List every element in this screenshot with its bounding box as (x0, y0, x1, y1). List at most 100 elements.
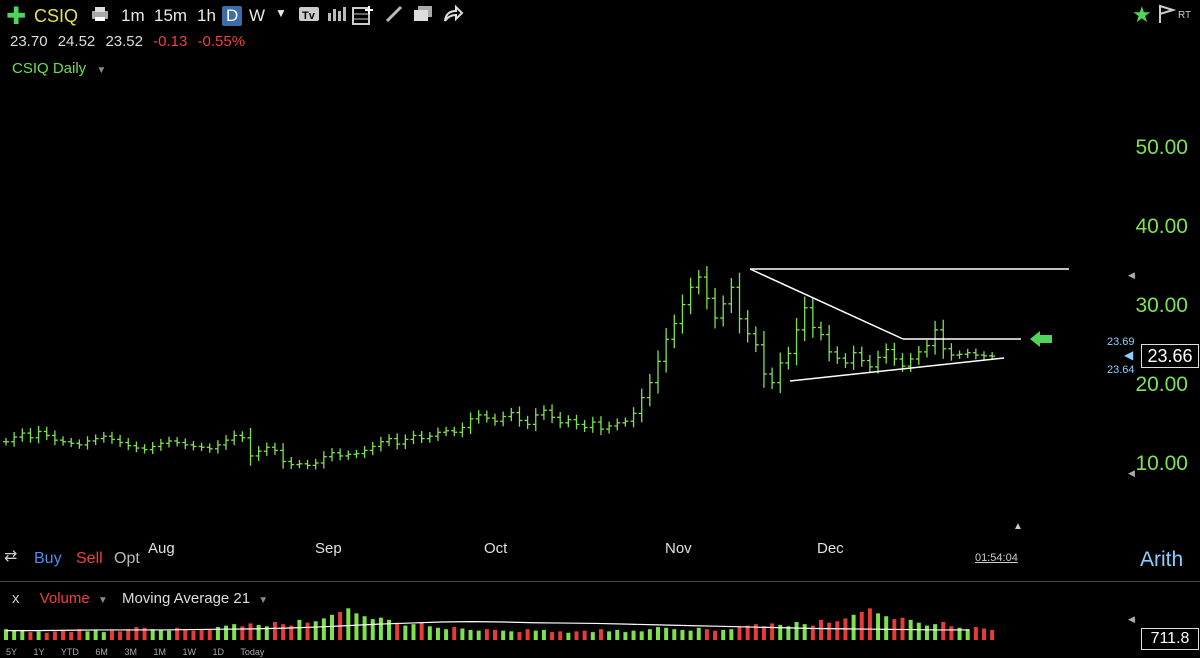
volume-bar (44, 632, 49, 640)
range-1m[interactable]: 1M (153, 647, 166, 657)
volume-bar (305, 622, 310, 640)
volume-bar (704, 629, 709, 640)
volume-bar (982, 628, 986, 640)
scale-arrow-top-icon[interactable]: ◀ (1128, 270, 1135, 280)
timeframe-dropdown-icon[interactable]: ▼ (275, 6, 287, 20)
volume-panel-divider[interactable] (0, 581, 1200, 582)
volume-bar (183, 629, 188, 640)
volume-bar (20, 629, 25, 640)
volume-bar (501, 630, 506, 640)
volume-bar (346, 608, 351, 640)
price-chart[interactable] (0, 0, 1200, 580)
study-dropdown-icon[interactable]: ▼ (258, 595, 269, 606)
volume-bar (158, 629, 163, 640)
volume-bar (191, 630, 196, 640)
chart-title-text: CSIQ Daily (12, 60, 87, 77)
volume-chart[interactable] (0, 600, 1130, 642)
realtime-label: RT (1178, 10, 1192, 21)
volume-label[interactable]: Volume (39, 590, 90, 607)
trade-icon[interactable]: ⇄ (4, 548, 18, 565)
volume-bar (330, 614, 334, 640)
volume-bar (737, 627, 742, 640)
volume-bar (321, 618, 326, 640)
volume-bar (118, 631, 123, 640)
range-6m[interactable]: 6M (95, 647, 108, 657)
draw-pencil-icon[interactable] (384, 4, 404, 29)
chart-title[interactable]: CSIQ Daily ▼ (12, 60, 106, 77)
flag-icon[interactable] (1158, 4, 1177, 29)
scale-arrow-bottom-icon[interactable]: ◀ (1128, 468, 1135, 478)
volume-bar (150, 629, 155, 640)
month-label-nov: Nov (665, 540, 692, 557)
descending-trendline (749, 268, 904, 340)
clock-label: 01:54:04 (975, 552, 1018, 564)
volume-bar (370, 619, 375, 640)
volume-bar (199, 629, 204, 640)
timeframe-1h[interactable]: 1h (197, 6, 216, 25)
volume-bar (778, 624, 783, 640)
range-today[interactable]: Today (240, 647, 265, 657)
volume-bar (109, 630, 114, 640)
close-volume-button[interactable]: x (12, 590, 20, 607)
y-tick-20: 20.00 (1135, 373, 1188, 396)
study-label[interactable]: Moving Average 21 (121, 590, 251, 607)
volume-bar (615, 629, 620, 640)
add-symbol-icon[interactable]: ✚ (6, 3, 27, 30)
volume-bar (745, 625, 750, 640)
chart-title-dropdown-icon[interactable]: ▼ (96, 65, 107, 76)
bid-marker: 23.69 (1107, 336, 1135, 348)
range-ytd[interactable]: YTD (60, 647, 79, 657)
quote-low: 24.52 (57, 33, 96, 50)
volume-bar (631, 630, 636, 640)
share-icon[interactable] (442, 4, 464, 29)
volume-bar (696, 627, 701, 640)
range-1w[interactable]: 1W (182, 647, 197, 657)
volume-bar (729, 629, 734, 640)
volume-bar (680, 629, 685, 640)
add-study-icon[interactable] (352, 5, 374, 30)
volume-bar (900, 617, 905, 640)
volume-bar (566, 632, 571, 640)
quote-line: 23.70 24.52 23.52 -0.13 -0.55% (10, 33, 251, 50)
printer-icon[interactable] (90, 5, 110, 28)
volume-bar (819, 619, 823, 640)
timeframe-15m[interactable]: 15m (154, 6, 188, 25)
month-label-sep: Sep (315, 540, 342, 557)
volume-bar (77, 629, 82, 640)
layers-icon[interactable] (412, 5, 434, 28)
volume-dropdown-icon[interactable]: ▼ (97, 595, 108, 606)
timeframe-w[interactable]: W (249, 6, 266, 25)
timeframe-d[interactable]: D (222, 6, 243, 26)
volume-bar (656, 627, 660, 640)
buy-button[interactable]: Buy (34, 550, 62, 567)
range-1d[interactable]: 1D (212, 647, 225, 657)
volume-scale-arrow-icon[interactable]: ◀ (1128, 614, 1135, 624)
range-5y[interactable]: 5Y (6, 647, 18, 657)
favorite-star-icon[interactable]: ★ (1132, 2, 1152, 27)
volume-bar (916, 622, 921, 640)
volume-bar (93, 629, 98, 640)
volume-bar (240, 626, 245, 640)
volume-bar (427, 626, 432, 640)
volume-bar (990, 629, 995, 640)
volume-bar (607, 631, 612, 640)
timeframe-1m[interactable]: 1m (121, 6, 145, 25)
scroll-up-icon[interactable]: ▲ (1013, 521, 1023, 532)
last-price-box: 23.66 (1141, 344, 1199, 368)
range-1y[interactable]: 1Y (33, 647, 45, 657)
sell-button[interactable]: Sell (76, 550, 103, 567)
volume-bar (957, 627, 962, 640)
volume-bar (272, 622, 277, 640)
volume-bar (403, 625, 408, 640)
scale-mode-button[interactable]: Arith (1140, 548, 1184, 571)
volume-bar (167, 630, 171, 640)
volume-bar (590, 632, 595, 640)
volume-bar (69, 632, 74, 640)
opt-button[interactable]: Opt (114, 550, 140, 567)
symbol-label[interactable]: CSIQ (34, 6, 79, 26)
tv-icon[interactable]: Tv (298, 5, 320, 28)
volume-bar (973, 627, 978, 640)
indicators-icon[interactable] (326, 5, 348, 28)
range-3m[interactable]: 3M (124, 647, 137, 657)
volume-bar (794, 622, 799, 640)
